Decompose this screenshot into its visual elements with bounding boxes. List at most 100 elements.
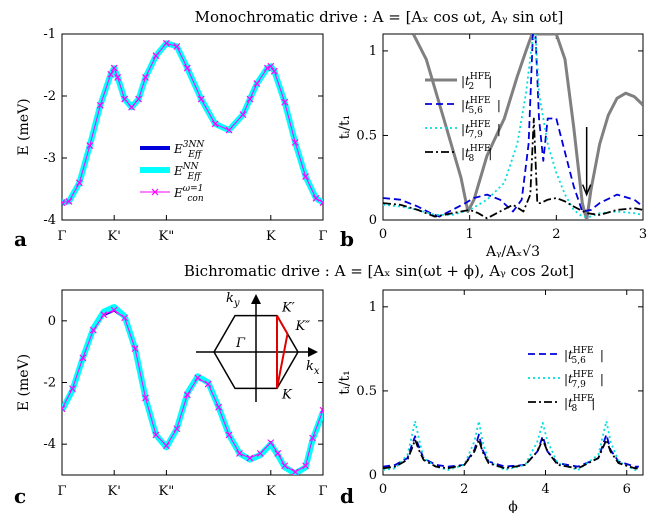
plot-frame — [382, 33, 644, 221]
data-point-marker — [239, 111, 247, 119]
data-point-marker — [107, 70, 115, 78]
x-tick-label: Γ — [57, 484, 66, 499]
panel-label-d: d — [340, 484, 354, 508]
data-point-marker — [236, 449, 243, 457]
panel-c: 0 -2 -4 Γ K' K" K Γ E (meV) ky kx Γ K′K″ K — [16, 289, 328, 499]
data-point-marker — [291, 139, 299, 146]
path-segment — [276, 315, 289, 335]
data-point-marker — [173, 425, 181, 433]
x-tick-label: 1 — [466, 227, 474, 242]
data-point-marker — [173, 42, 181, 50]
series-group — [62, 39, 323, 207]
data-point-marker — [225, 126, 233, 134]
panel-b: 0 0.5 1 0 1 2 3 tᵢ/t₁ Aᵧ/Aₓ√3 |tHFE 2 | |tHFE 5,6 | |tH… — [337, 33, 647, 260]
kx-axis-arrow — [308, 347, 318, 357]
k-prime-label: K′ — [281, 301, 295, 316]
x-tick-label: K — [266, 484, 276, 499]
data-point-marker — [142, 394, 149, 402]
plot-frame — [61, 33, 324, 221]
x-tick-label: Γ — [318, 484, 327, 499]
data-point-marker — [65, 197, 73, 205]
y-axis-label: E (meV) — [16, 98, 32, 155]
x-tick-label: Γ — [318, 229, 327, 244]
legend-label: |tHFE 8 | — [461, 144, 492, 164]
k-double-prime-label: K″ — [295, 319, 311, 334]
y-tick-label: -3 — [43, 151, 56, 166]
data-point-marker — [183, 64, 191, 72]
ky-label: ky — [226, 291, 240, 309]
series-line — [383, 34, 643, 218]
data-point-marker — [204, 380, 212, 388]
data-point-marker — [263, 64, 271, 72]
data-point-marker — [135, 95, 142, 103]
x-tick-label: K" — [159, 229, 175, 244]
legend-label: |tHFE 2 | — [461, 72, 492, 92]
data-point-marker — [162, 39, 170, 47]
x-axis-label: Aᵧ/Aₓ√3 — [485, 244, 540, 260]
legend-label: E3NN Eff — [173, 140, 205, 160]
data-point-marker — [270, 67, 278, 75]
data-point-marker — [302, 173, 310, 181]
data-point-marker — [246, 454, 254, 462]
x-tick-label: 0 — [379, 227, 387, 242]
data-point-marker — [197, 95, 205, 103]
legend-label: |tHFE 8 | — [564, 394, 595, 414]
data-point-marker — [267, 62, 275, 70]
legend-label: |tHFE 5,6 | — [564, 346, 604, 366]
data-point-marker — [121, 314, 129, 322]
legend-label: |tHFE 7,9 | — [564, 370, 604, 390]
data-point-marker — [152, 52, 160, 60]
panel-label-a: a — [14, 227, 27, 251]
series-group — [62, 304, 323, 475]
title-top: Monochromatic drive : A = [Aₓ cos ωt, Aᵧ… — [195, 8, 564, 26]
x-tick-label: K' — [108, 484, 121, 499]
data-point-marker — [281, 462, 289, 470]
y-axis-label: tᵢ/t₁ — [337, 115, 353, 139]
plot-frame — [382, 289, 644, 476]
y-tick-label: -1 — [43, 27, 56, 42]
x-tick-label: Γ — [57, 229, 66, 244]
data-point-marker — [69, 385, 76, 393]
x-tick-label: 0 — [379, 482, 387, 497]
data-point-marker — [96, 101, 104, 109]
data-point-marker — [79, 354, 87, 362]
y-tick-label: 0 — [369, 468, 377, 483]
y-tick-label: -2 — [43, 89, 56, 104]
data-point-marker — [215, 403, 223, 411]
y-tick-label: -2 — [43, 376, 56, 391]
path-segment — [276, 333, 289, 389]
y-tick-label: -4 — [43, 437, 56, 452]
data-point-marker — [211, 120, 219, 128]
data-point-marker — [194, 374, 202, 382]
data-point-marker — [267, 439, 275, 447]
y-axis-label: E (meV) — [16, 354, 32, 411]
series-line — [383, 117, 643, 220]
x-tick-label: K" — [159, 484, 175, 499]
data-point-marker — [281, 98, 289, 106]
x-tick-label: K' — [108, 229, 121, 244]
data-point-marker — [100, 311, 108, 319]
data-point-marker — [128, 103, 136, 111]
data-point-marker — [253, 80, 261, 88]
data-point-marker — [246, 95, 254, 103]
data-point-marker — [274, 449, 282, 457]
data-point-marker — [225, 431, 233, 439]
data-point-marker — [62, 405, 66, 413]
data-point-marker — [131, 345, 139, 353]
data-point-marker — [309, 434, 316, 442]
data-point-marker — [86, 142, 94, 150]
x-tick-label: 2 — [552, 227, 560, 242]
data-point-marker — [142, 73, 149, 81]
series-line — [383, 34, 643, 218]
k-label: K — [281, 387, 293, 402]
data-point-marker — [114, 73, 122, 81]
x-tick-label: 2 — [460, 482, 468, 497]
series-line — [62, 42, 323, 204]
data-point-marker — [152, 431, 160, 439]
data-point-marker — [110, 306, 118, 314]
series-group — [383, 34, 643, 220]
data-point-marker — [75, 179, 83, 187]
ky-axis-arrow — [251, 294, 261, 304]
gamma-label: Γ — [235, 336, 246, 351]
